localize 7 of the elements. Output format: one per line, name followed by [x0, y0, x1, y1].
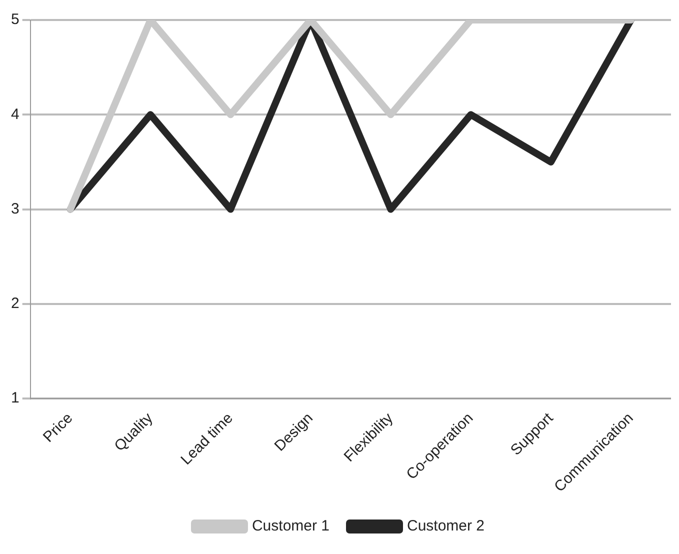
y-tick-label: 2 — [11, 295, 20, 312]
y-tick-label: 3 — [11, 200, 20, 218]
y-tick-label: 1 — [11, 390, 20, 407]
y-tick-label: 5 — [11, 11, 20, 28]
y-tick-label: 4 — [11, 106, 20, 123]
legend-label: Customer 2 — [407, 518, 485, 535]
legend-label: Customer 1 — [252, 518, 330, 535]
